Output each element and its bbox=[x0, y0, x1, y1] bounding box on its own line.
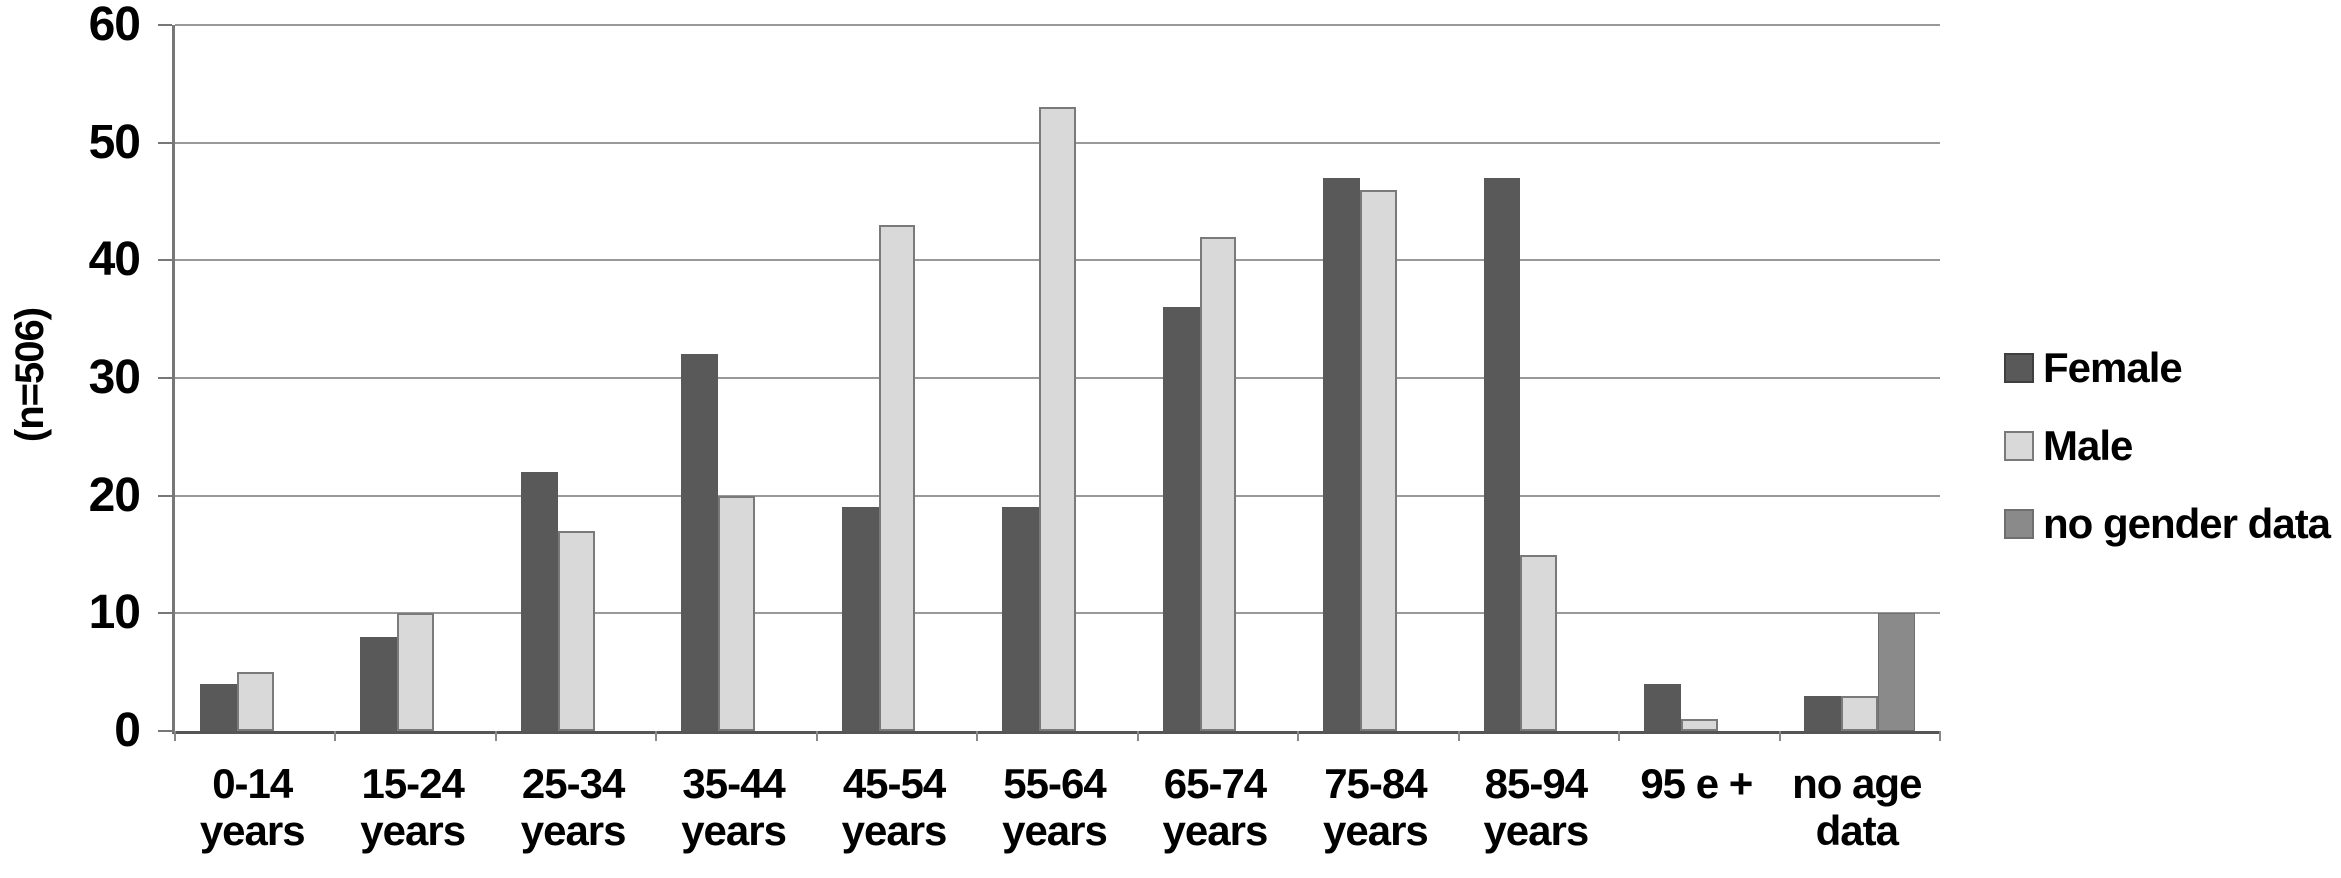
bar-female-85-94-years bbox=[1483, 177, 1521, 731]
bar-female-no-age-data bbox=[1804, 695, 1842, 731]
bar-group-no-age-data bbox=[1780, 25, 1940, 731]
x-tick-mark-9 bbox=[1618, 731, 1621, 741]
legend-item-female: Female bbox=[2004, 346, 2330, 388]
y-tick-mark-40 bbox=[158, 259, 172, 262]
y-tick-mark-20 bbox=[158, 494, 172, 497]
x-tick-mark-5 bbox=[976, 731, 979, 741]
bar-group-65-74-years bbox=[1138, 25, 1298, 731]
bar-male-25-34-years bbox=[557, 530, 595, 731]
legend-item-male: Male bbox=[2004, 424, 2330, 466]
plot-area bbox=[158, 24, 1941, 741]
bar-female-0-14-years bbox=[199, 683, 237, 731]
bar-group-25-34-years bbox=[496, 25, 656, 731]
bar-group-35-44-years bbox=[656, 25, 816, 731]
x-tick-label-15-24-years: 15-24 years bbox=[360, 760, 466, 854]
x-tick-label-85-94-years: 85-94 years bbox=[1483, 760, 1589, 854]
bar-male-35-44-years bbox=[718, 495, 756, 731]
bar-group-0-14-years bbox=[175, 25, 335, 731]
legend-label-male: Male bbox=[2043, 421, 2133, 469]
bar-group-75-84-years bbox=[1298, 25, 1458, 731]
bar-female-55-64-years bbox=[1002, 507, 1040, 731]
x-tick-label-no-age-data: no age data bbox=[1792, 760, 1922, 854]
x-tick-mark-8 bbox=[1457, 731, 1460, 741]
x-tick-label-95-e: 95 e + bbox=[1640, 760, 1753, 807]
x-tick-label-25-34-years: 25-34 years bbox=[520, 760, 627, 854]
x-tick-label-0-14-years: 0-14 years bbox=[199, 760, 306, 854]
legend-item-no-gender-data: no gender data bbox=[2004, 502, 2331, 544]
bar-male-15-24-years bbox=[397, 613, 435, 731]
legend-label-no-gender-data: no gender data bbox=[2043, 499, 2331, 547]
y-tick-label-60: 60 bbox=[88, 0, 141, 51]
legend: Female Male no gender data bbox=[2004, 346, 2331, 586]
bar-group-55-64-years bbox=[977, 25, 1137, 731]
y-tick-mark-10 bbox=[158, 612, 172, 615]
bar-group-85-94-years bbox=[1459, 25, 1619, 731]
y-tick-label-0: 0 bbox=[114, 704, 141, 757]
legend-label-female: Female bbox=[2043, 343, 2183, 391]
bar-female-75-84-years bbox=[1323, 177, 1360, 731]
legend-swatch-male bbox=[2004, 430, 2034, 461]
x-tick-label-55-64-years: 55-64 years bbox=[1002, 760, 1108, 854]
bar-male-45-54-years bbox=[878, 225, 916, 731]
y-tick-label-30: 30 bbox=[88, 351, 141, 404]
x-tick-mark-10 bbox=[1778, 731, 1781, 741]
gridline-60 bbox=[175, 24, 1940, 26]
y-tick-mark-0 bbox=[158, 730, 172, 732]
y-tick-mark-50 bbox=[158, 141, 172, 144]
x-tick-label-45-54-years: 45-54 years bbox=[841, 760, 948, 854]
bar-group-45-54-years bbox=[817, 25, 977, 731]
bar-male-0-14-years bbox=[236, 672, 274, 731]
legend-swatch-female bbox=[2004, 352, 2034, 383]
bar-group-95-e bbox=[1619, 25, 1779, 731]
y-tick-label-50: 50 bbox=[88, 115, 141, 169]
x-tick-mark-1 bbox=[334, 731, 337, 741]
x-tick-label-65-74-years: 65-74 years bbox=[1162, 760, 1269, 854]
x-tick-label-75-84-years: 75-84 years bbox=[1323, 760, 1429, 854]
x-tick-label-35-44-years: 35-44 years bbox=[681, 760, 787, 854]
bar-female-65-74-years bbox=[1162, 307, 1200, 731]
x-tick-mark-2 bbox=[494, 731, 497, 741]
bar-male-55-64-years bbox=[1039, 107, 1076, 731]
y-tick-mark-60 bbox=[158, 24, 172, 26]
x-axis-tick-labels: 0-14 years 15-24 years 25-34 years 35-44 ye… bbox=[172, 760, 1937, 854]
legend-swatch-no-gender-data bbox=[2004, 508, 2034, 539]
bar-female-35-44-years bbox=[681, 354, 719, 731]
y-tick-label-40: 40 bbox=[88, 233, 141, 287]
bar-female-25-34-years bbox=[520, 472, 558, 731]
y-axis-tick-labels: 0 10 20 30 40 50 60 bbox=[0, 0, 141, 878]
bar-male-95-e bbox=[1680, 719, 1718, 731]
x-tick-mark-7 bbox=[1297, 731, 1300, 741]
bar-no-gender-data-no-age-data bbox=[1878, 613, 1916, 731]
y-tick-label-10: 10 bbox=[88, 586, 141, 640]
bar-male-75-84-years bbox=[1359, 189, 1397, 731]
bar-male-no-age-data bbox=[1841, 695, 1879, 731]
y-tick-label-20: 20 bbox=[88, 468, 141, 522]
bar-groups bbox=[175, 25, 1940, 731]
x-tick-mark-4 bbox=[815, 731, 818, 741]
x-tick-mark-6 bbox=[1136, 731, 1139, 741]
x-tick-mark-3 bbox=[655, 731, 658, 741]
bar-female-95-e bbox=[1643, 683, 1681, 731]
bar-female-45-54-years bbox=[841, 507, 879, 731]
x-tick-mark-11 bbox=[1939, 731, 1941, 741]
bar-male-65-74-years bbox=[1199, 236, 1237, 731]
bar-group-15-24-years bbox=[335, 25, 495, 731]
bar-female-15-24-years bbox=[360, 636, 398, 731]
y-tick-mark-30 bbox=[158, 377, 172, 379]
x-tick-mark-0 bbox=[174, 731, 176, 741]
bar-male-85-94-years bbox=[1520, 554, 1558, 731]
